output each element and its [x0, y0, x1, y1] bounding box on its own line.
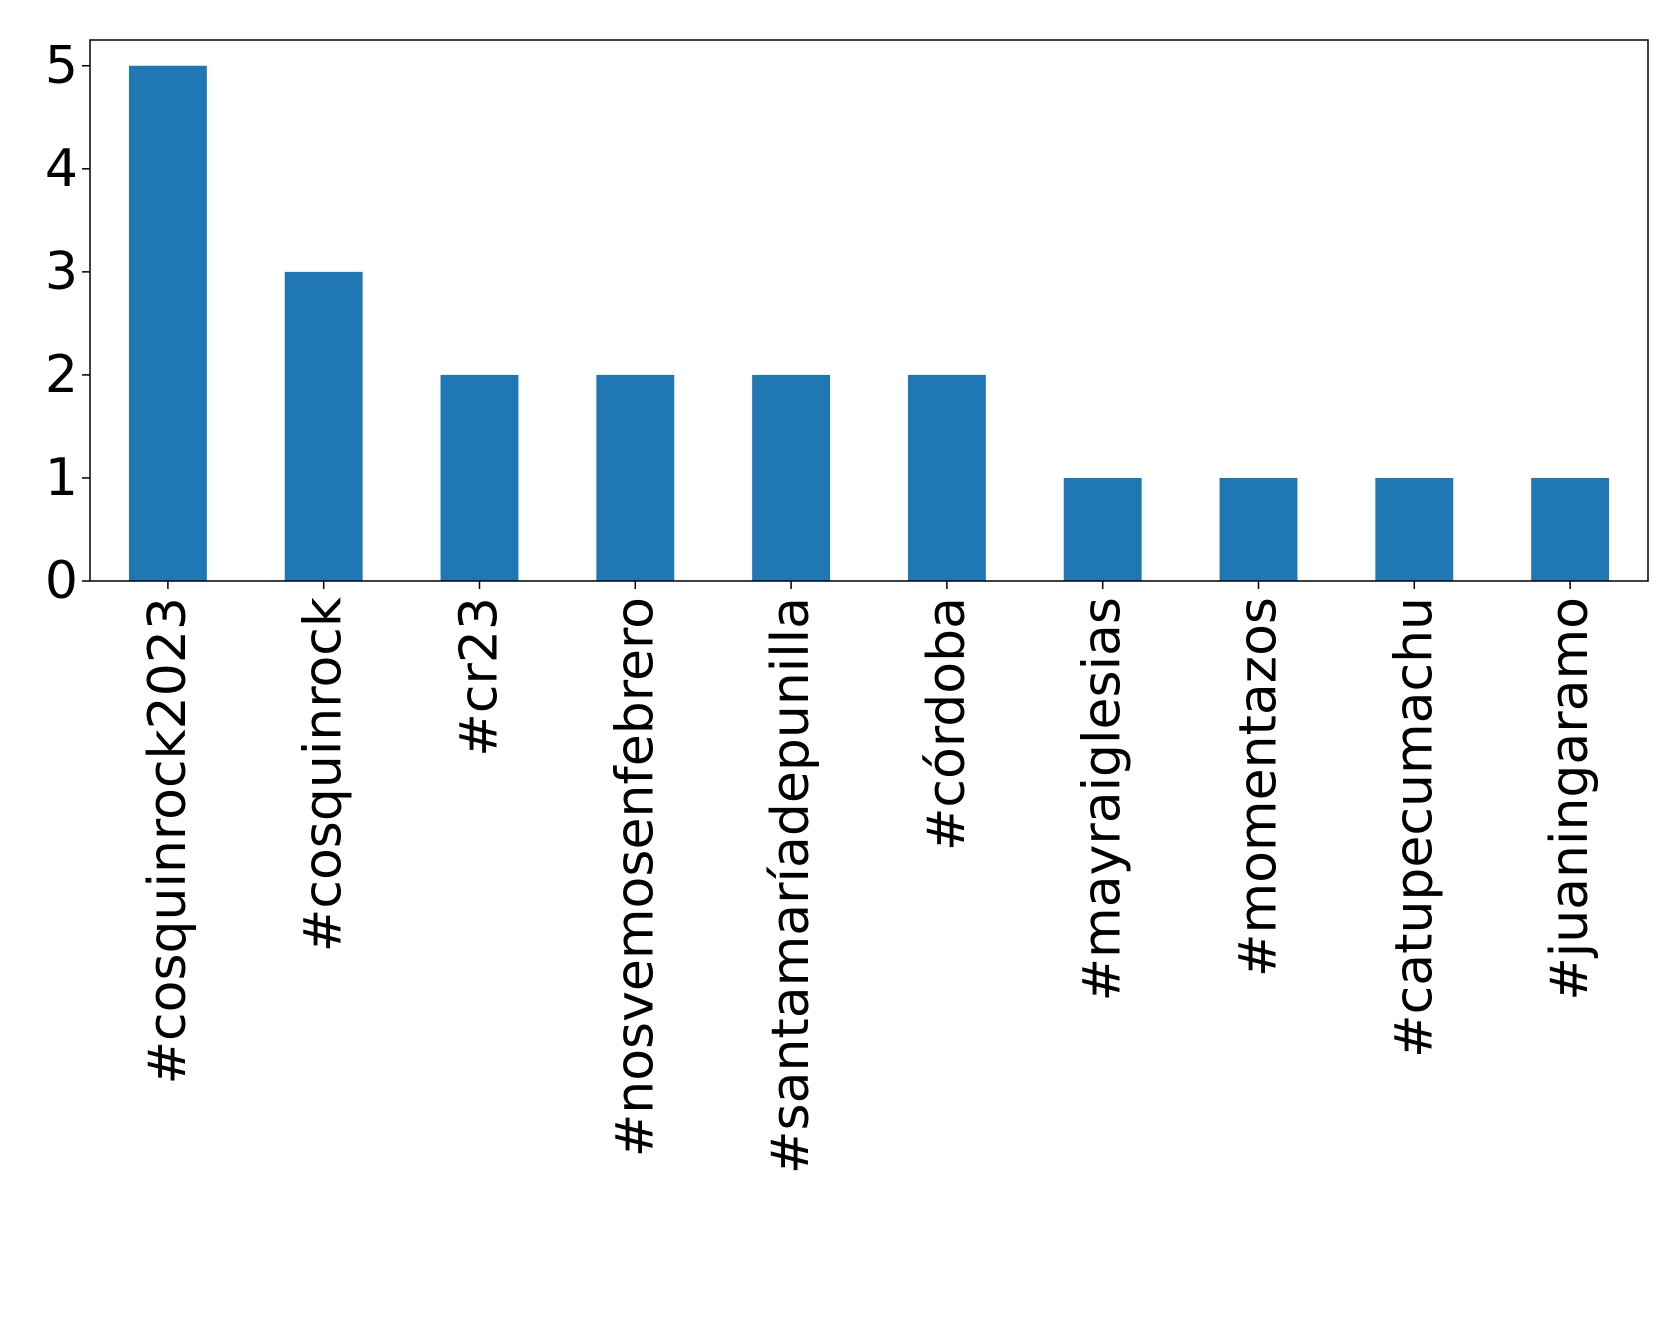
bar: [284, 271, 363, 581]
x-tick-label: #córdoba: [917, 597, 977, 851]
plot-frame: [89, 39, 1649, 582]
y-tick-label: 0: [45, 551, 78, 611]
x-tick-label: #momentazos: [1229, 597, 1289, 977]
bar: [907, 374, 986, 581]
bar: [1531, 477, 1610, 581]
y-tick-label: 1: [45, 448, 78, 508]
bar: [1063, 477, 1142, 581]
y-tick-label: 3: [45, 242, 78, 302]
bar: [440, 374, 519, 581]
x-tick-label: #cr23: [450, 597, 510, 757]
y-tick-label: 4: [45, 139, 78, 199]
y-tick-label: 5: [45, 36, 78, 96]
x-tick-label: #catupecumachu: [1384, 597, 1444, 1058]
x-tick-label: #mayraiglesias: [1073, 597, 1133, 1002]
bar: [1375, 477, 1454, 581]
bar: [752, 374, 831, 581]
x-tick-label: #cosquinrock: [294, 597, 354, 952]
bar: [596, 374, 675, 581]
x-tick-label: #juaningaramo: [1540, 597, 1600, 1001]
x-tick-label: #nosvemosenfebrero: [605, 597, 665, 1157]
x-tick-label: #cosquinrock2023: [138, 597, 198, 1085]
bar: [128, 65, 207, 581]
bar: [1219, 477, 1298, 581]
y-tick-label: 2: [45, 345, 78, 405]
x-tick-label: #santamaríadepunilla: [761, 597, 821, 1174]
